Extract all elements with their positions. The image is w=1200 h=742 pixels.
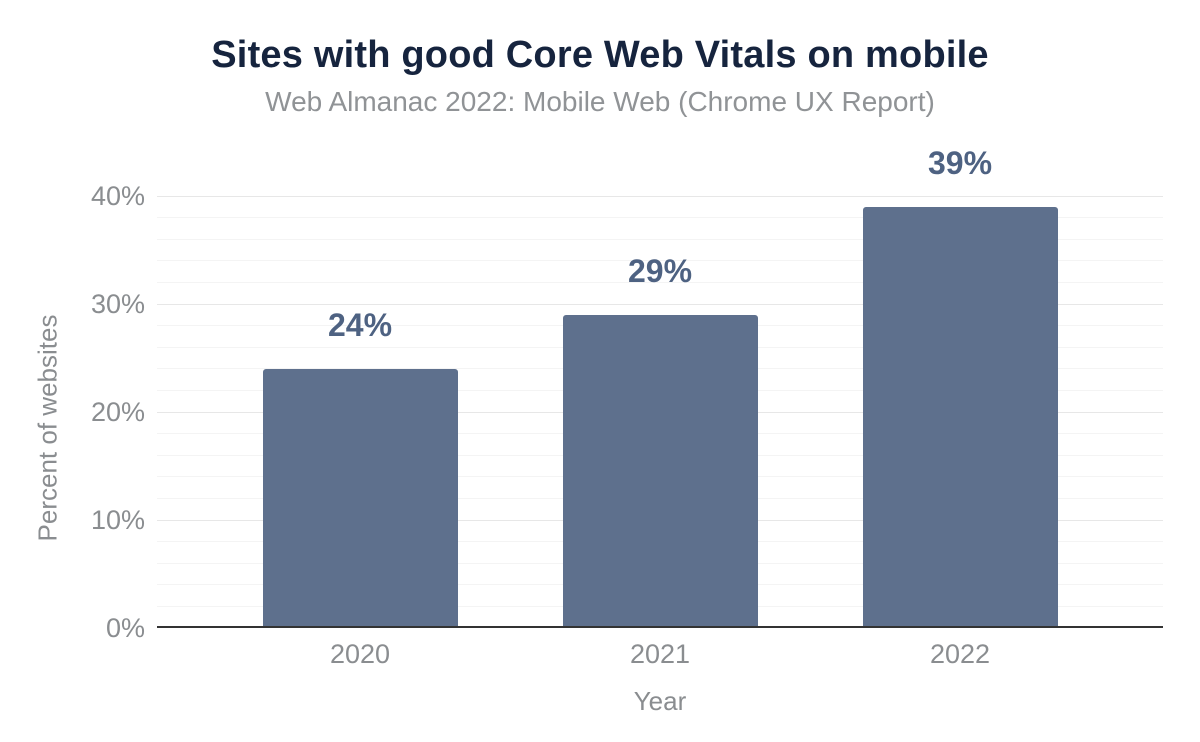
bar-value-label: 29% — [627, 252, 693, 289]
gridline-major — [157, 195, 1163, 197]
bar-2022 — [862, 206, 1058, 628]
gridline-minor — [157, 238, 1163, 240]
y-tick-label: 0% — [105, 613, 145, 643]
bar-value-label: 39% — [927, 144, 993, 181]
x-axis-title: Year — [633, 686, 687, 716]
chart-title: Sites with good Core Web Vitals on mobil… — [211, 34, 989, 76]
bar-2020 — [262, 368, 458, 628]
y-tick-label: 10% — [90, 505, 145, 535]
chart-subtitle: Web Almanac 2022: Mobile Web (Chrome UX … — [265, 86, 935, 117]
gridline-minor — [157, 260, 1163, 262]
y-tick-label: 40% — [90, 181, 145, 211]
gridline-minor — [157, 281, 1163, 283]
x-tick-label: 2022 — [929, 639, 991, 669]
y-tick-label: 30% — [90, 289, 145, 319]
plot-area: 0% 10% 20% 30% 40% 24% 2020 29% 2021 39% 2022 — [91, 145, 1163, 668]
bar-2021 — [562, 314, 758, 628]
gridline-major — [157, 303, 1163, 305]
bar-value-label: 24% — [327, 306, 393, 343]
gridline-minor — [157, 217, 1163, 219]
x-tick-label: 2021 — [629, 639, 691, 669]
y-tick-label: 20% — [90, 397, 145, 427]
x-axis-baseline — [157, 626, 1163, 628]
x-tick-label: 2020 — [329, 639, 391, 669]
